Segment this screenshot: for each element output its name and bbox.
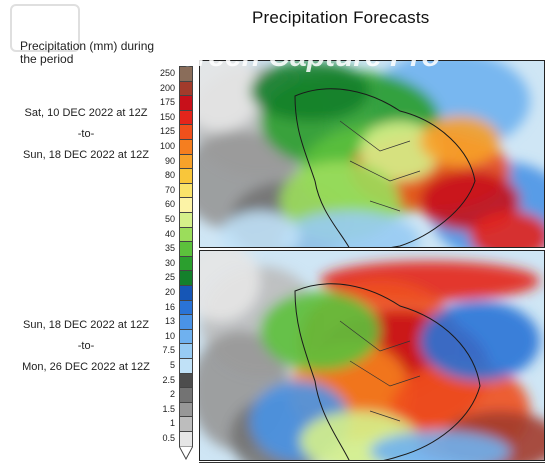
colorbar-swatch — [179, 182, 193, 199]
colorbar-label: 13 — [164, 316, 175, 327]
colorbar-label: 100 — [159, 141, 175, 151]
period-2-separator: -to- — [77, 340, 95, 352]
divider — [199, 462, 545, 463]
colorbar-swatch — [179, 95, 193, 111]
colorbar-label: 2 — [169, 389, 175, 400]
country-borders — [339, 120, 421, 212]
legend-title: Precipitation (mm) during the period — [20, 39, 155, 66]
colorbar-swatch — [179, 270, 193, 286]
colorbar-label: 30 — [164, 257, 175, 268]
period-2-start: Sun, 18 DEC 2022 at 12Z — [23, 319, 149, 331]
colorbar-label: 250 — [159, 68, 175, 78]
colorbar-label: 150 — [159, 111, 175, 122]
colorbar-swatch — [179, 139, 193, 155]
period-2-label: Sun, 18 DEC 2022 at 12Z -to- Mon, 26 DEC… — [0, 315, 172, 378]
colorbar-swatch — [179, 416, 193, 432]
colorbar-label: 70 — [164, 184, 175, 195]
colorbar-swatch — [179, 372, 193, 389]
period-2-end: Mon, 26 DEC 2022 at 12Z — [22, 361, 150, 373]
colorbar-label: 25 — [164, 272, 175, 283]
period-1-separator: -to- — [77, 128, 95, 140]
period-1-label: Sat, 10 DEC 2022 at 12Z -to- Sun, 18 DEC… — [0, 103, 172, 166]
colorbar-swatch — [179, 124, 193, 140]
colorbar-label: 16 — [164, 301, 175, 312]
precipitation-map-week-2 — [200, 251, 544, 460]
colorbar-label: 200 — [159, 82, 175, 93]
colorbar-swatch — [179, 241, 193, 257]
colorbar-label: 2.5 — [162, 374, 175, 385]
map-panel-week-2 — [199, 250, 545, 461]
colorbar-label: 125 — [159, 126, 175, 137]
colorbar-swatch — [179, 197, 193, 213]
colorbar-swatch — [179, 285, 193, 301]
colorbar-swatch — [179, 80, 193, 97]
colorbar-swatch — [179, 226, 193, 243]
colorbar-label: 1 — [169, 418, 175, 429]
colorbar-arrow-icon — [179, 445, 193, 460]
colorbar-swatch — [179, 153, 193, 170]
colorbar-label: 175 — [159, 97, 175, 108]
colorbar-swatch — [179, 358, 193, 374]
colorbar-label: 20 — [164, 287, 175, 297]
watermark-logo-icon — [10, 4, 80, 52]
colorbar-swatch — [179, 387, 193, 403]
watermark-brand: Apowersoft — [110, 10, 241, 35]
period-1-end: Sun, 18 DEC 2022 at 12Z — [23, 149, 149, 161]
precipitation-map-week-1 — [200, 61, 544, 247]
colorbar-label: 1.5 — [162, 403, 175, 414]
colorbar-swatch — [179, 328, 193, 345]
colorbar-swatch — [179, 255, 193, 272]
colorbar-label: 80 — [164, 170, 175, 181]
colorbar-label: 5 — [169, 360, 175, 370]
colorbar-swatch — [179, 431, 193, 447]
coastline — [294, 88, 476, 247]
watermark-product: Screen Capture Pro — [160, 40, 441, 73]
colorbar-swatch — [179, 168, 193, 184]
colorbar-swatch — [179, 314, 193, 330]
period-1-start: Sat, 10 DEC 2022 at 12Z — [24, 107, 148, 119]
colorbar-label: 50 — [164, 214, 175, 224]
map-panel-week-1 — [199, 60, 545, 248]
colorbar-swatch — [179, 343, 193, 359]
page-title: Precipitation Forecasts — [252, 8, 430, 27]
colorbar-label: 40 — [164, 228, 175, 239]
colorbar-swatch — [179, 212, 193, 228]
colorbar-label: 7.5 — [162, 345, 175, 356]
colorbar-label: 10 — [164, 330, 175, 341]
country-borders — [339, 320, 421, 422]
colorbar-swatch — [179, 401, 193, 418]
colorbar-label: 0.5 — [162, 433, 175, 443]
colorbar-label: 60 — [164, 199, 175, 210]
coastline — [294, 283, 481, 460]
colorbar-swatch — [179, 109, 193, 126]
colorbar-label: 90 — [164, 155, 175, 166]
colorbar-swatch — [179, 299, 193, 316]
colorbar-label: 35 — [164, 243, 175, 254]
